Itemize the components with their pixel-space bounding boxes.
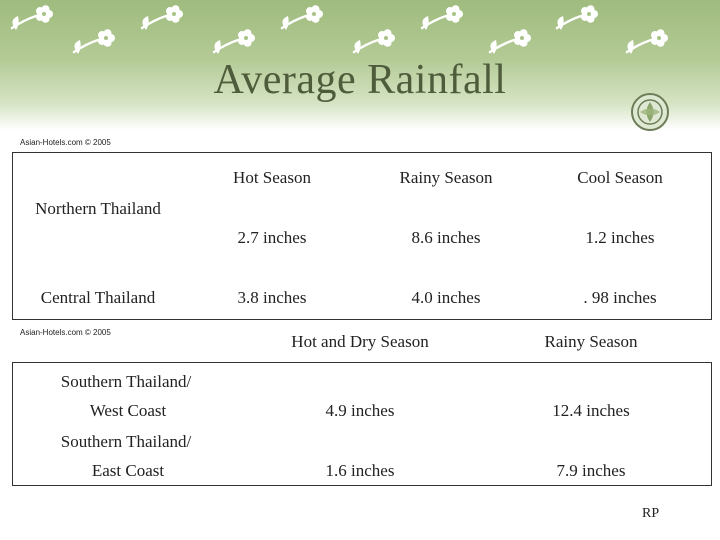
round-emblem-icon — [631, 93, 669, 131]
region-southern-west-line2: West Coast — [89, 401, 167, 420]
table-cell: 4.9 inches — [325, 401, 395, 420]
table-southern — [12, 362, 712, 486]
header-hot-and-dry-season: Hot and Dry Season — [291, 332, 429, 351]
table-cell: 12.4 inches — [552, 401, 630, 420]
copyright-top: Asian-Hotels.com © 2005 — [20, 138, 111, 147]
flower-sprig-icon — [10, 5, 668, 54]
flower-sprig-icon — [488, 29, 531, 54]
table-cell: 3.8 inches — [237, 288, 307, 307]
flower-sprig-icon — [212, 29, 255, 54]
flower-sprig-icon — [280, 5, 323, 30]
table-northern-central — [12, 152, 712, 320]
copyright-mid: Asian-Hotels.com © 2005 — [20, 328, 111, 337]
table-cell: 8.6 inches — [411, 228, 481, 247]
table-cell: . 98 inches — [583, 288, 657, 307]
flower-sprig-icon — [140, 5, 183, 30]
flower-sprig-icon — [352, 29, 395, 54]
flower-sprig-icon — [72, 29, 115, 54]
flower-sprig-icon — [420, 5, 463, 30]
region-southern-west-line1: Southern Thailand/ — [60, 372, 192, 391]
region-southern-east-line1: Southern Thailand/ — [60, 432, 192, 451]
flower-sprig-icon — [10, 5, 53, 30]
region-northern-thailand: Northern Thailand — [35, 199, 161, 218]
page-title: Average Rainfall — [213, 57, 507, 103]
region-southern-east-line2: East Coast — [91, 461, 165, 480]
header-rainy-season: Rainy Season — [399, 168, 493, 187]
header-hot-season: Hot Season — [233, 168, 311, 187]
table-cell: 1.2 inches — [585, 228, 655, 247]
table-cell: 4.0 inches — [411, 288, 481, 307]
table-cell: 2.7 inches — [237, 228, 307, 247]
table-cell: 7.9 inches — [556, 461, 626, 480]
region-central-thailand: Central Thailand — [40, 288, 156, 307]
header-cool-season: Cool Season — [577, 168, 663, 187]
table-cell: 1.6 inches — [325, 461, 395, 480]
header-rainy-season-south: Rainy Season — [544, 332, 638, 351]
flower-sprig-icon — [625, 29, 668, 54]
footer-initials: RP — [642, 506, 660, 521]
header-banner — [0, 0, 720, 130]
flower-sprig-icon — [555, 5, 598, 30]
